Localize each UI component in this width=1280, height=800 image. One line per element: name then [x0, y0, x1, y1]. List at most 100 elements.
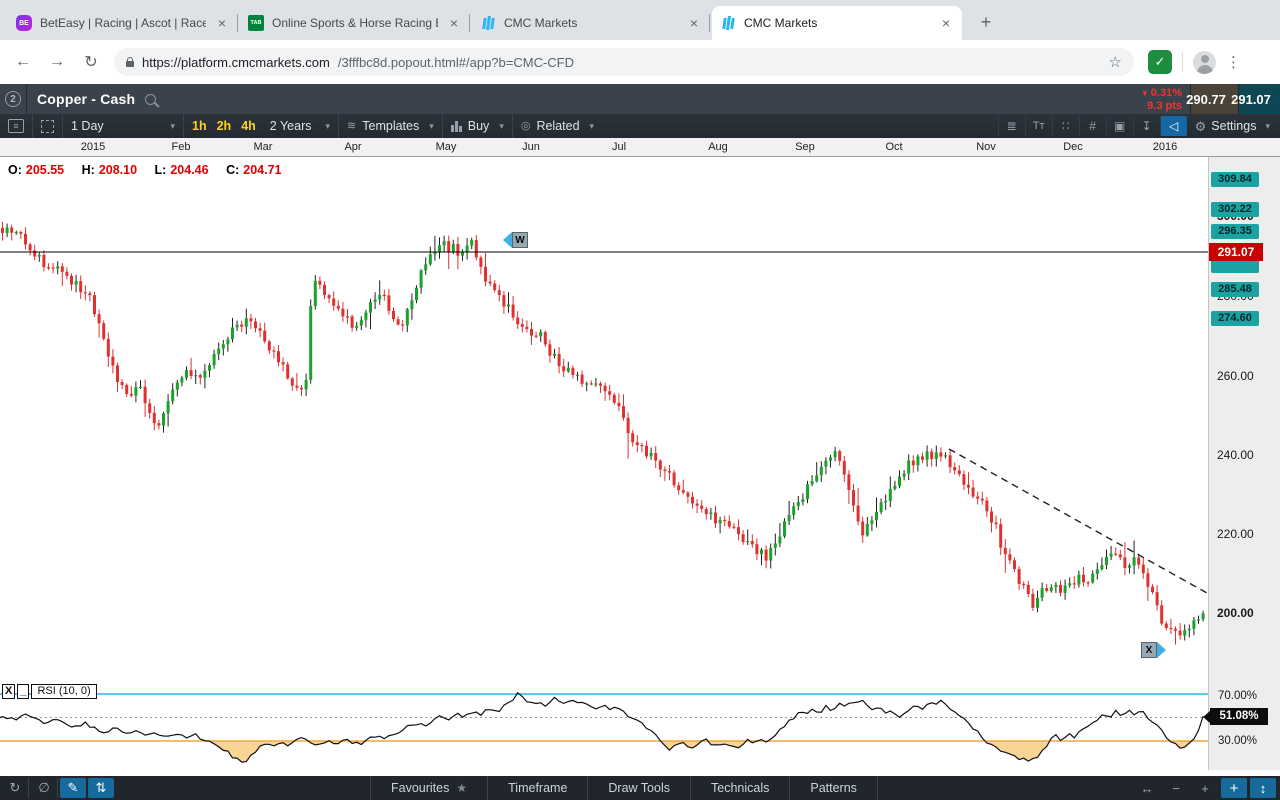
rsi-close-button[interactable]: X: [2, 684, 16, 699]
time-axis-label: Aug: [708, 141, 728, 153]
profile-avatar[interactable]: [1193, 50, 1216, 74]
settings-dropdown[interactable]: ⚙ Settings ▾: [1194, 118, 1270, 134]
technicals-button[interactable]: Technicals: [690, 776, 789, 800]
tab-divider: [709, 14, 710, 32]
rsi-label[interactable]: RSI (10, 0): [31, 684, 97, 699]
bookmark-star-icon[interactable]: ☆: [1108, 54, 1122, 71]
back-icon[interactable]: ←: [15, 53, 31, 70]
chevron-down-icon: ▾: [429, 120, 434, 131]
url-path: /3fffbc8d.popout.html#/app?b=CMC-CFD: [337, 54, 575, 70]
tab-label: Online Sports & Horse Racing B: [272, 16, 438, 30]
pencil-icon[interactable]: ✎: [60, 778, 86, 798]
grid-layout-button[interactable]: [33, 114, 63, 138]
annotate-icon[interactable]: #: [1078, 116, 1106, 136]
browser-tab-strip: BE BetEasy | Racing | Ascot | Race × TAB…: [0, 0, 1280, 40]
browser-menu-icon[interactable]: ⋮: [1226, 54, 1241, 71]
price-axis[interactable]: 70.00% 51.08% 30.00% 300.00280.00260.002…: [1203, 157, 1280, 770]
zoom-out-icon[interactable]: −: [1172, 780, 1180, 796]
time-axis-label: May: [435, 141, 457, 153]
price-alert-badge[interactable]: 274.60: [1211, 311, 1259, 326]
list-icon: ≡: [8, 119, 24, 133]
buy-arrow-icon: →: [1271, 89, 1280, 109]
time-axis-label: Apr: [344, 141, 362, 153]
extension-icon[interactable]: ✓: [1148, 50, 1172, 74]
rsi-lower-level-label: 30.00%: [1218, 735, 1258, 747]
interval-4h-button[interactable]: 4h: [241, 119, 256, 133]
search-icon[interactable]: [145, 93, 157, 105]
quick-intervals: 1h 2h 4h 2 Years ▾: [184, 114, 340, 138]
crosshair-icon[interactable]: +: [1221, 778, 1247, 798]
sell-price-button[interactable]: 290.77 →: [1186, 84, 1246, 114]
price-alert-badge[interactable]: 285.48: [1211, 282, 1259, 297]
text-tool-icon[interactable]: Tт: [1024, 116, 1052, 136]
draw-tools-button[interactable]: Draw Tools: [587, 776, 690, 800]
range-dropdown[interactable]: 2 Years: [269, 119, 312, 133]
watchlist-button[interactable]: ≡: [0, 114, 33, 138]
chevron-down-icon: ▾: [499, 120, 504, 131]
pin-icon[interactable]: ↧: [1132, 116, 1160, 136]
marker-arrow-icon: [1157, 642, 1166, 658]
tab-label: CMC Markets: [504, 16, 578, 30]
down-triangle-icon: ▼: [1140, 88, 1149, 98]
rsi-current-value-badge: 51.08%: [1203, 708, 1268, 725]
grid-toggle-icon[interactable]: ∷: [1051, 116, 1079, 136]
divider: [26, 84, 27, 114]
zoom-in-icon[interactable]: +: [1201, 780, 1209, 796]
pointer-tool-icon[interactable]: ◁: [1159, 116, 1187, 136]
axis-scale-icon[interactable]: ≣: [997, 116, 1025, 136]
pan-vertical-icon[interactable]: ↕: [1250, 778, 1276, 798]
rsi-minimize-button[interactable]: _: [17, 684, 30, 699]
window-number-badge[interactable]: 2: [5, 91, 21, 107]
dashed-grid-icon: [41, 119, 54, 133]
price-alert-badge[interactable]: [1211, 258, 1259, 273]
interval-2h-button[interactable]: 2h: [216, 119, 232, 133]
favourites-button[interactable]: Favourites ★: [370, 776, 487, 800]
chevron-down-icon: ▾: [1265, 120, 1270, 131]
pattern-marker-w[interactable]: W: [503, 232, 528, 248]
address-bar[interactable]: https://platform.cmcmarkets.com /3fffbc8…: [114, 48, 1134, 76]
related-dropdown[interactable]: ◎ Related ▾: [520, 119, 595, 133]
browser-tab-beteasy[interactable]: BE BetEasy | Racing | Ascot | Race ×: [8, 6, 238, 40]
time-axis-label: Jun: [522, 141, 540, 153]
time-axis-label: 2016: [1152, 141, 1178, 153]
price-alert-badge[interactable]: 296.35: [1211, 224, 1259, 239]
tab-close-icon[interactable]: ×: [449, 15, 459, 31]
buy-chart-dropdown[interactable]: Buy ▾: [443, 114, 513, 138]
instrument-title: Copper - Cash: [37, 91, 136, 107]
reset-icon[interactable]: ↻: [2, 778, 29, 798]
time-axis-label: Dec: [1063, 141, 1083, 153]
templates-icon: ≋: [347, 119, 357, 132]
tab-close-icon[interactable]: ×: [217, 15, 227, 31]
updown-arrows-icon[interactable]: ⇅: [88, 778, 114, 798]
forward-icon[interactable]: →: [49, 53, 65, 70]
tab-divider: [237, 14, 238, 32]
timeframe-button[interactable]: Timeframe: [487, 776, 587, 800]
templates-dropdown[interactable]: ≋ Templates ▾: [339, 114, 443, 138]
browser-tab-cmc-1[interactable]: CMC Markets ×: [472, 6, 710, 40]
price-alert-badge[interactable]: 302.22: [1211, 202, 1259, 217]
tab-close-icon[interactable]: ×: [689, 15, 699, 31]
pan-horizontal-icon[interactable]: ↔: [1140, 780, 1154, 796]
buy-price-button[interactable]: 291.07 →: [1231, 84, 1280, 114]
tab-close-icon[interactable]: ×: [941, 15, 951, 31]
windows-icon[interactable]: ▣: [1105, 116, 1133, 136]
rsi-upper-level-label: 70.00%: [1218, 690, 1258, 702]
current-price-badge: 291.07: [1209, 243, 1263, 261]
new-tab-button[interactable]: +: [980, 11, 992, 32]
pattern-marker-x[interactable]: X: [1141, 642, 1166, 658]
browser-tab-cmc-active[interactable]: CMC Markets ×: [712, 6, 962, 40]
reload-icon[interactable]: ↻: [84, 54, 98, 71]
url-domain: https://platform.cmcmarkets.com: [142, 54, 330, 70]
disable-drawing-icon[interactable]: ∅: [31, 778, 58, 798]
tab-favicon: TAB: [248, 15, 264, 31]
browser-tab-tab[interactable]: TAB Online Sports & Horse Racing B ×: [240, 6, 470, 40]
interval-1h-button[interactable]: 1h: [192, 119, 207, 133]
time-axis-label: Mar: [253, 141, 273, 153]
time-axis-label: Feb: [171, 141, 191, 153]
interval-dropdown[interactable]: 1 Day ▾: [63, 114, 184, 138]
price-alert-badge[interactable]: 309.84: [1211, 172, 1259, 187]
browser-url-bar: ← → ↻ https://platform.cmcmarkets.com /3…: [0, 40, 1280, 84]
chart-plot-area[interactable]: [0, 157, 1280, 776]
patterns-button[interactable]: Patterns: [789, 776, 878, 800]
